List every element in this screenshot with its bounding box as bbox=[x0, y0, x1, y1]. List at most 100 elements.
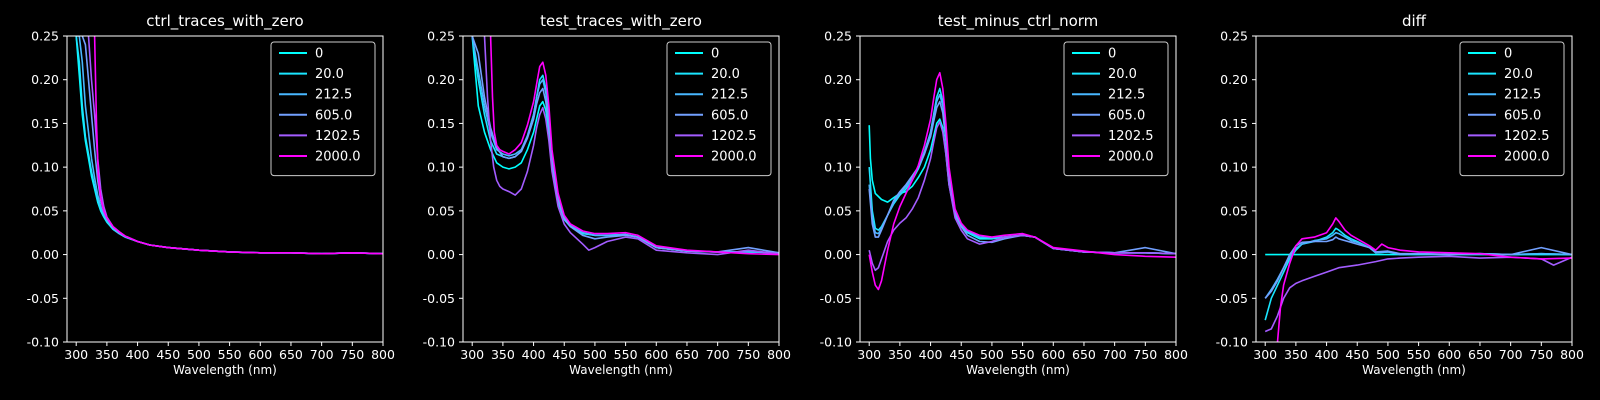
legend: 0 20.0 212.5 605.0 1202.5 2000.0 bbox=[1063, 41, 1169, 177]
series-line-605.0 bbox=[1264, 236, 1572, 299]
y-tick-label: 0.25 bbox=[31, 29, 59, 44]
x-axis-label: Wavelength (nm) bbox=[569, 363, 673, 377]
legend-entry: 605.0 bbox=[315, 108, 352, 123]
series-line-2000.0 bbox=[1276, 217, 1572, 342]
legend-entry: 0 bbox=[711, 47, 719, 62]
y-tick-label: 0.00 bbox=[31, 247, 59, 262]
legend-frame bbox=[666, 41, 772, 177]
series-line-1202.5 bbox=[483, 36, 779, 256]
y-tick-label: -0.05 bbox=[820, 291, 852, 306]
panel-title: test_traces_with_zero bbox=[540, 12, 702, 31]
x-tick-label: 400 bbox=[1315, 347, 1339, 362]
x-tick-label: 450 bbox=[949, 347, 973, 362]
x-tick-label: 350 bbox=[888, 347, 912, 362]
series-group bbox=[75, 36, 383, 255]
plot-area: 300 350 400 450 500 550 600 650 700 750 800 -0.10 -0… bbox=[820, 29, 1188, 363]
series-line-2000.0 bbox=[93, 36, 383, 255]
x-axis-label: Wavelength (nm) bbox=[966, 363, 1070, 377]
x-axis-label: Wavelength (nm) bbox=[1362, 363, 1466, 377]
panel-test-minus-ctrl-norm: test_minus_ctrl_norm Wavelength (nm) bbox=[938, 12, 1099, 377]
x-tick-label: 550 bbox=[1011, 347, 1035, 362]
x-tick-label: 350 bbox=[1284, 347, 1308, 362]
x-tick-label: 700 bbox=[706, 347, 730, 362]
y-tick-label: -0.05 bbox=[1216, 291, 1248, 306]
x-tick-label: 750 bbox=[340, 347, 364, 362]
x-tick-label: 450 bbox=[156, 347, 180, 362]
panel-ctrl-traces-with-zero: ctrl_traces_with_zero Wavelength (nm) bbox=[146, 12, 303, 377]
series-group bbox=[1264, 217, 1572, 342]
y-tick-label: 0.10 bbox=[1220, 160, 1248, 175]
y-tick-label: 0.10 bbox=[824, 160, 852, 175]
legend-entry: 2000.0 bbox=[1108, 150, 1154, 165]
y-tick-label: 0.15 bbox=[427, 116, 455, 131]
y-tick-label: 0.10 bbox=[31, 160, 59, 175]
x-tick-label: 500 bbox=[1376, 347, 1400, 362]
x-tick-label: 300 bbox=[857, 347, 881, 362]
y-tick-label: -0.05 bbox=[423, 291, 455, 306]
y-tick-label: 0.20 bbox=[824, 72, 852, 87]
x-tick-label: 550 bbox=[218, 347, 242, 362]
y-tick-label: -0.10 bbox=[27, 335, 59, 350]
series-line-1202.5 bbox=[1264, 255, 1572, 333]
x-tick-label: 550 bbox=[1407, 347, 1431, 362]
x-tick-label: 800 bbox=[767, 347, 791, 362]
x-tick-label: 500 bbox=[187, 347, 211, 362]
x-tick-label: 600 bbox=[248, 347, 272, 362]
legend-frame bbox=[1459, 41, 1565, 177]
x-tick-label: 350 bbox=[95, 347, 119, 362]
plot-area: 300 350 400 450 500 550 600 650 700 750 800 -0.10 -0… bbox=[1216, 29, 1584, 363]
panel-diff: diff Wavelength (nm) bbox=[1362, 12, 1466, 377]
x-tick-label: 600 bbox=[1041, 347, 1065, 362]
x-tick-label: 800 bbox=[371, 347, 395, 362]
x-tick-label: 300 bbox=[1253, 347, 1277, 362]
x-tick-label: 500 bbox=[583, 347, 607, 362]
legend-entry: 212.5 bbox=[1504, 88, 1541, 103]
plot-area: 300 350 400 450 500 550 600 650 700 750 800 -0.10 -0… bbox=[423, 29, 791, 363]
axes-frame bbox=[66, 35, 384, 343]
legend-entry: 20.0 bbox=[711, 67, 740, 82]
x-tick-label: 800 bbox=[1560, 347, 1584, 362]
y-tick-label: 0.10 bbox=[427, 160, 455, 175]
x-axis-label: Wavelength (nm) bbox=[173, 363, 277, 377]
legend-entry: 212.5 bbox=[1108, 88, 1145, 103]
y-tick-label: 0.15 bbox=[824, 116, 852, 131]
x-tick-label: 700 bbox=[1499, 347, 1523, 362]
legend-entry: 1202.5 bbox=[315, 129, 361, 144]
legend: 0 20.0 212.5 605.0 1202.5 2000.0 bbox=[270, 41, 376, 177]
x-tick-label: 750 bbox=[1133, 347, 1157, 362]
legend-entry: 2000.0 bbox=[711, 150, 757, 165]
legend-entry: 212.5 bbox=[711, 88, 748, 103]
legend-entry: 2000.0 bbox=[1504, 150, 1550, 165]
y-tick-label: 0.15 bbox=[1220, 116, 1248, 131]
series-line-2000.0 bbox=[868, 71, 1176, 291]
axes-frame bbox=[859, 35, 1177, 343]
plot-layer: 300 350 400 450 500 550 600 650 700 750 800 -0.10 -0… bbox=[27, 29, 1584, 363]
x-tick-label: 500 bbox=[980, 347, 1004, 362]
y-tick-label: -0.10 bbox=[820, 335, 852, 350]
legend-entry: 20.0 bbox=[1504, 67, 1533, 82]
x-tick-label: 450 bbox=[552, 347, 576, 362]
y-tick-label: -0.10 bbox=[423, 335, 455, 350]
x-tick-label: 350 bbox=[491, 347, 515, 362]
legend-frame bbox=[1063, 41, 1169, 177]
y-tick-label: 0.25 bbox=[824, 29, 852, 44]
legend-entry: 0 bbox=[1108, 47, 1116, 62]
y-tick-label: 0.25 bbox=[427, 29, 455, 44]
series-group bbox=[868, 71, 1176, 291]
series-line-2000.0 bbox=[489, 36, 779, 256]
y-tick-label: 0.05 bbox=[427, 203, 455, 218]
legend: 0 20.0 212.5 605.0 1202.5 2000.0 bbox=[666, 41, 772, 177]
legend-frame bbox=[270, 41, 376, 177]
series-line-605.0 bbox=[471, 36, 779, 254]
x-tick-label: 750 bbox=[1529, 347, 1553, 362]
x-tick-label: 650 bbox=[1468, 347, 1492, 362]
y-tick-label: 0.05 bbox=[31, 203, 59, 218]
x-tick-label: 400 bbox=[522, 347, 546, 362]
legend-entry: 20.0 bbox=[315, 67, 344, 82]
y-tick-label: 0.00 bbox=[1220, 247, 1248, 262]
y-tick-label: 0.05 bbox=[824, 203, 852, 218]
x-tick-label: 650 bbox=[1072, 347, 1096, 362]
legend-entry: 1202.5 bbox=[1108, 129, 1154, 144]
series-group bbox=[471, 36, 779, 256]
